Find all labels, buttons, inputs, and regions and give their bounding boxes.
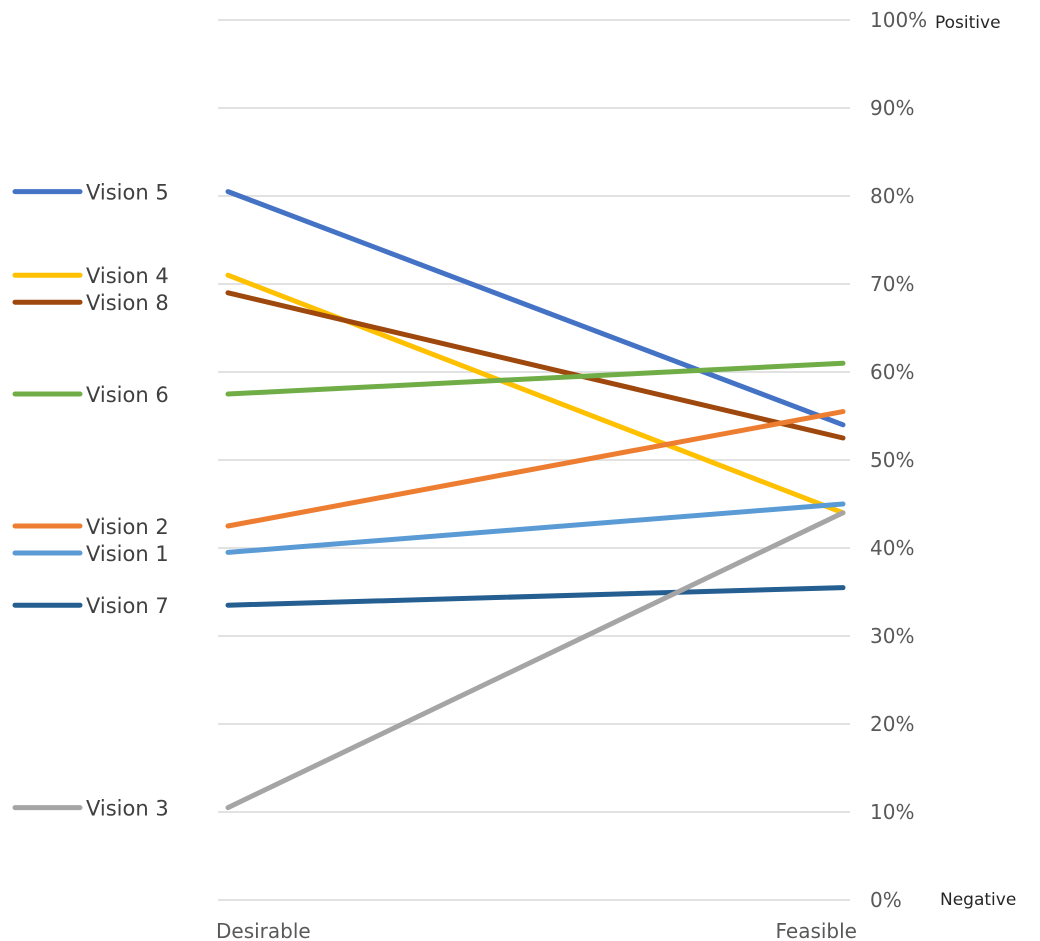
y-tick-label-80: 80%: [870, 184, 914, 208]
y-tick-label-70: 70%: [870, 272, 914, 296]
legend-item-vision-6: Vision 6: [12, 383, 169, 407]
legend-item-vision-5: Vision 5: [12, 181, 169, 205]
y-tick-label-40: 40%: [870, 536, 914, 560]
y-tick-label-60: 60%: [870, 360, 914, 384]
legend-label-vision-2: Vision 2: [86, 515, 169, 539]
series-lines: [225, 189, 846, 811]
x-category-label-feasible: Feasible: [775, 919, 857, 941]
legend-item-vision-4: Vision 4: [12, 264, 169, 288]
y-tick-label-0: 0%: [870, 888, 902, 912]
x-axis-category-labels: Desirable Feasible: [216, 919, 857, 941]
legend-label-vision-1: Vision 1: [86, 542, 169, 566]
series-line-vision-8: [225, 290, 846, 441]
y-tick-label-30: 30%: [870, 624, 914, 648]
legend-item-vision-8: Vision 8: [12, 291, 169, 315]
legend-label-vision-8: Vision 8: [86, 291, 169, 315]
legend-item-vision-7: Vision 7: [12, 594, 169, 618]
series-line-vision-7: [225, 585, 846, 608]
legend-label-vision-6: Vision 6: [86, 383, 169, 407]
series-line-vision-6: [225, 360, 846, 397]
y-tick-label-100: 100%: [870, 8, 927, 32]
legend-label-vision-4: Vision 4: [86, 264, 169, 288]
legend-item-vision-3: Vision 3: [12, 797, 169, 821]
gridlines: [218, 19, 850, 901]
y-axis-tick-labels: 0% 10% 20% 30% 40% 50% 60% 70% 80% 90% 100%: [870, 8, 927, 912]
series-line-vision-2: [225, 409, 846, 529]
y-tick-label-10: 10%: [870, 800, 914, 824]
negative-label: Negative: [940, 890, 1016, 910]
legend-item-vision-2: Vision 2: [12, 515, 169, 539]
series-line-vision-3: [225, 510, 846, 811]
y-tick-label-50: 50%: [870, 448, 914, 472]
legend: Vision 5 Vision 4 Vision 8 Vision 6 Vision 2…: [12, 181, 169, 821]
series-line-vision-1: [225, 501, 846, 555]
legend-label-vision-5: Vision 5: [86, 181, 169, 205]
legend-item-vision-1: Vision 1: [12, 542, 169, 566]
legend-label-vision-3: Vision 3: [86, 797, 169, 821]
legend-label-vision-7: Vision 7: [86, 594, 169, 618]
positive-label: Positive: [935, 13, 1001, 33]
y-tick-label-90: 90%: [870, 96, 914, 120]
x-category-label-desirable: Desirable: [216, 919, 311, 941]
series-line-vision-5: [225, 189, 846, 428]
y-tick-label-20: 20%: [870, 712, 914, 736]
